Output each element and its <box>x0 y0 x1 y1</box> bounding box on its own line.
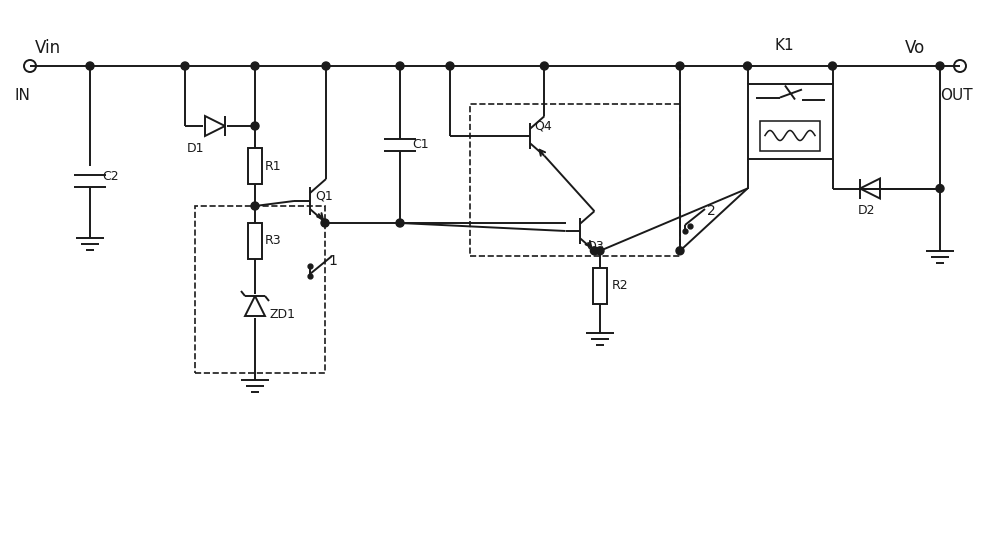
Circle shape <box>936 185 944 192</box>
Text: 2: 2 <box>707 204 716 218</box>
Text: OUT: OUT <box>940 88 973 104</box>
Circle shape <box>322 62 330 70</box>
Bar <box>248 223 262 259</box>
Text: IN: IN <box>15 88 31 104</box>
Text: D2: D2 <box>858 204 876 217</box>
Text: K1: K1 <box>775 38 795 54</box>
Text: C1: C1 <box>412 138 429 151</box>
Text: C2: C2 <box>102 169 119 182</box>
Bar <box>195 206 325 373</box>
Bar <box>760 121 820 151</box>
Circle shape <box>936 62 944 70</box>
Circle shape <box>396 219 404 227</box>
Bar <box>748 83 832 158</box>
Circle shape <box>86 62 94 70</box>
Circle shape <box>676 62 684 70</box>
Text: Q1: Q1 <box>315 190 333 203</box>
Circle shape <box>396 62 404 70</box>
Text: Vo: Vo <box>905 39 925 57</box>
Circle shape <box>251 62 259 70</box>
Bar <box>248 148 262 184</box>
Circle shape <box>446 62 454 70</box>
Bar <box>470 104 680 256</box>
Text: Q3: Q3 <box>586 239 604 253</box>
Text: R1: R1 <box>265 159 282 173</box>
Text: R3: R3 <box>265 235 282 248</box>
Circle shape <box>744 62 752 70</box>
Circle shape <box>590 247 598 255</box>
Circle shape <box>596 247 604 255</box>
Text: Q4: Q4 <box>534 119 552 133</box>
Circle shape <box>676 247 684 255</box>
Text: 1: 1 <box>328 254 337 268</box>
Bar <box>593 268 607 304</box>
Text: Vin: Vin <box>35 39 61 57</box>
Text: D1: D1 <box>187 141 205 155</box>
Circle shape <box>540 62 548 70</box>
Text: ZD1: ZD1 <box>269 307 295 321</box>
Text: R2: R2 <box>612 279 629 292</box>
Circle shape <box>828 62 836 70</box>
Circle shape <box>251 202 259 210</box>
Circle shape <box>321 219 329 227</box>
Circle shape <box>181 62 189 70</box>
Circle shape <box>251 122 259 130</box>
